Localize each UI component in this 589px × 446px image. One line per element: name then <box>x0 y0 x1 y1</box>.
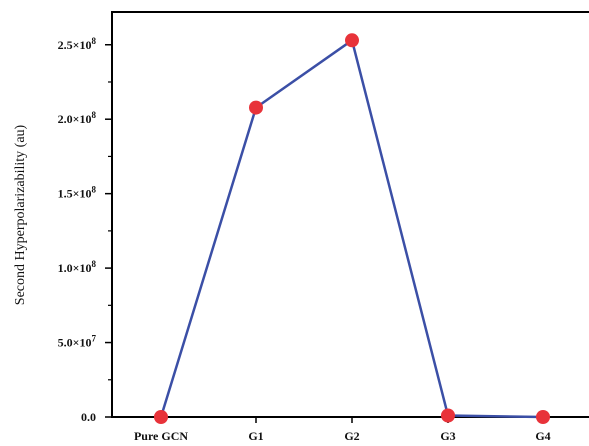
y-tick-label: 0.0 <box>81 410 96 424</box>
x-tick-label: G4 <box>535 429 550 443</box>
y-tick-label: 2.5×108 <box>58 36 97 52</box>
y-tick-label: 5.0×107 <box>58 334 97 350</box>
data-point-pure-gcn <box>154 410 168 424</box>
y-tick-label: 2.0×108 <box>58 110 97 126</box>
series-line <box>159 39 544 419</box>
x-tick-label: G2 <box>344 429 359 443</box>
y-tick-label: 1.0×108 <box>58 259 97 275</box>
plot-area: 0.0 5.0×107 1.0×108 1.5×108 2.0×108 2.5×108 P… <box>58 11 589 443</box>
plot-frame <box>111 11 589 418</box>
data-point-g2 <box>345 33 359 48</box>
x-tick-label: G1 <box>248 429 263 443</box>
y-tick-exponent: 8 <box>92 259 97 269</box>
y-axis: 0.0 5.0×107 1.0×108 1.5×108 2.0×108 2.5×108 <box>58 36 112 424</box>
x-tick-label: G3 <box>440 429 455 443</box>
y-tick-exponent: 8 <box>92 110 97 120</box>
x-tick-label: Pure GCN <box>134 429 188 443</box>
x-axis: Pure GCN G1 G2 G3 G4 <box>134 417 551 443</box>
data-point-g1 <box>249 100 263 115</box>
y-tick-exponent: 7 <box>92 334 97 344</box>
y-tick-exponent: 8 <box>92 185 97 195</box>
data-point-g3 <box>441 408 455 423</box>
y-tick-exponent: 8 <box>92 36 97 46</box>
data-point-g4 <box>536 410 550 424</box>
series-layer <box>154 33 550 424</box>
y-tick-label: 1.5×108 <box>58 185 97 201</box>
y-axis-title: Second Hyperpolarizability (au) <box>13 124 28 305</box>
